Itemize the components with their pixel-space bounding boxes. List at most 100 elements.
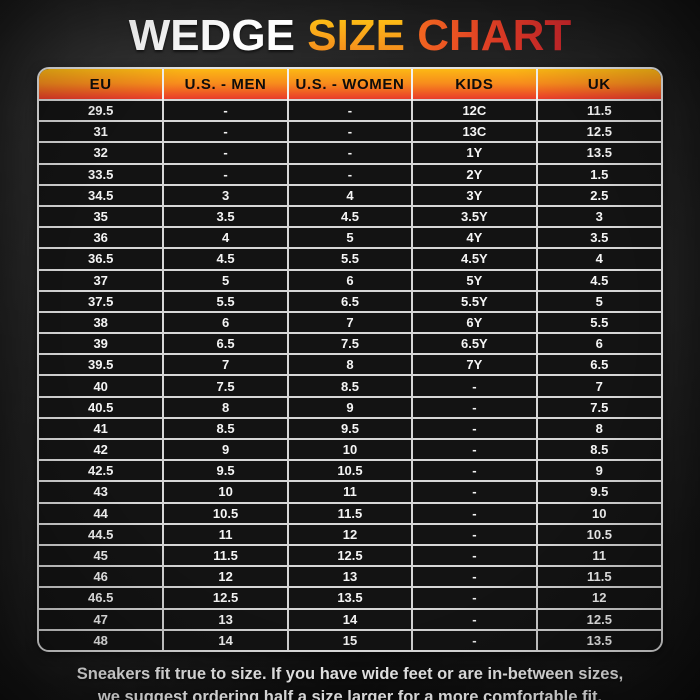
title-word-chart: CHART (417, 11, 572, 60)
table-cell: - (411, 374, 538, 398)
table-cell: 5.5Y (411, 289, 538, 313)
table-cell: 3.5 (162, 204, 289, 229)
table-cell: 5 (535, 289, 661, 313)
table-cell: 8.5 (162, 416, 289, 441)
table-cell: 8 (535, 416, 661, 441)
table-cell: 6 (162, 310, 289, 335)
table-cell: 10 (162, 480, 289, 504)
table-cell: - (286, 120, 414, 144)
table-cell: 13C (411, 120, 538, 144)
table-row: 47 13 14-12.5 (39, 607, 661, 631)
column-header-kids: KIDS (411, 69, 537, 100)
table-cell: 11.5 (162, 543, 289, 568)
table-cell: 29.5 (39, 98, 165, 123)
table-cell: 5Y (411, 268, 538, 292)
column-header-eu: EU (39, 69, 164, 100)
table-cell: 3Y (411, 183, 538, 207)
table-cell: - (162, 141, 289, 165)
table-cell: 9.5 (162, 459, 289, 483)
table-cell: 14 (286, 607, 414, 631)
table-row: 36.5 4.5 5.5 4.5Y 4 (39, 247, 661, 271)
table-cell: 11 (162, 522, 289, 546)
title-space (295, 11, 307, 60)
table-cell: 5 (162, 268, 289, 292)
table-cell: 9.5 (286, 416, 414, 441)
table-cell: 35 (39, 204, 165, 229)
table-cell: 11 (535, 543, 661, 568)
table-header: EU U.S. - MEN U.S. - WOMEN KIDS UK (39, 69, 661, 100)
footer-line-2: we suggest ordering half a size larger f… (97, 688, 603, 700)
table-cell: 8.5 (286, 374, 414, 398)
table-cell: 32 (39, 141, 165, 165)
table-cell: 12.5 (286, 543, 414, 568)
table-cell: 48 (39, 628, 165, 650)
table-cell: 4 (162, 226, 289, 250)
table-cell: 13 (162, 607, 289, 631)
table-cell: 13 (286, 565, 414, 589)
table-cell: - (411, 437, 538, 462)
table-cell: 12.5 (535, 120, 661, 144)
table-cell: 6Y (411, 310, 538, 335)
table-cell: 1.5 (535, 162, 661, 186)
table-cell: 5 (286, 226, 414, 250)
table-row: 46.5 12.5 13.5-12 (39, 586, 661, 610)
table-cell: 7 (286, 310, 414, 335)
table-cell: 11 (286, 480, 414, 504)
table-cell: 7.5 (535, 395, 661, 419)
table-cell: - (286, 98, 414, 123)
table-cell: 8 (162, 395, 289, 419)
table-cell: 9 (286, 395, 414, 419)
table-row: 36 4 5 4Y 3.5 (39, 226, 661, 250)
table-row: 37.5 5.5 6.5 5.5Y 5 (39, 289, 661, 313)
table-row: 31- -13C 12.5 (39, 120, 661, 144)
table-cell: 9 (535, 459, 661, 483)
table-cell: 12 (162, 565, 289, 589)
table-cell: 1Y (411, 141, 538, 165)
table-row: 39 6.5 7.5 6.5Y 6 (39, 332, 661, 356)
footer-note: Sneakers fit true to size. If you have w… (0, 663, 700, 700)
table-cell: 4 (535, 247, 661, 271)
column-header-uk: UK (535, 69, 661, 100)
table-row: 35 3.5 4.5 3.5Y 3 (39, 204, 661, 229)
table-cell: - (411, 522, 538, 546)
table-row: 44.5 11 12-10.5 (39, 522, 661, 546)
table-cell: 4.5Y (411, 247, 538, 271)
table-cell: - (411, 480, 538, 504)
table-cell: 10.5 (286, 459, 414, 483)
table-cell: 12C (411, 98, 538, 123)
table-cell: 5.5 (162, 289, 289, 313)
table-body: 29.5- -12C 11.5 31- -13C 12.5 32- -1Y 13.5 33.5- -… (39, 98, 661, 650)
table-cell: 44 (39, 501, 165, 525)
table-cell: 12 (535, 586, 661, 610)
table-cell: - (411, 459, 538, 483)
table-cell: 2.5 (535, 183, 661, 207)
table-cell: 10.5 (162, 501, 289, 525)
table-cell: 12.5 (535, 607, 661, 631)
table-row: 29.5- -12C 11.5 (39, 98, 661, 123)
table-cell: 9.5 (535, 480, 661, 504)
table-cell: 46.5 (39, 586, 165, 610)
table-row: 48 14 15-13.5 (39, 628, 661, 650)
table-cell: 6.5Y (411, 332, 538, 356)
table-row: 46 12 13-11.5 (39, 565, 661, 589)
table-cell: 42 (39, 437, 165, 462)
table-cell: - (162, 98, 289, 123)
table-cell: 37.5 (39, 289, 165, 313)
size-table: EU U.S. - MEN U.S. - WOMEN KIDS UK 29.5- -12C… (39, 69, 661, 650)
table-cell: 34.5 (39, 183, 165, 207)
footer-line-1: Sneakers fit true to size. If you have w… (76, 664, 624, 683)
table-cell: 43 (39, 480, 165, 504)
table-cell: 5.5 (535, 310, 661, 335)
table-cell: 7 (535, 374, 661, 398)
table-cell: 13.5 (535, 628, 661, 650)
table-cell: 4.5 (535, 268, 661, 292)
table-cell: 45 (39, 543, 165, 568)
table-row: 43 10 11-9.5 (39, 480, 661, 504)
table-cell: 37 (39, 268, 165, 292)
table-cell: 14 (162, 628, 289, 650)
table-cell: 13.5 (535, 141, 661, 165)
table-row: 45 11.5 12.5-11 (39, 543, 661, 568)
table-cell: 31 (39, 120, 165, 144)
table-cell: 11.5 (286, 501, 414, 525)
table-cell: 6.5 (162, 332, 289, 356)
